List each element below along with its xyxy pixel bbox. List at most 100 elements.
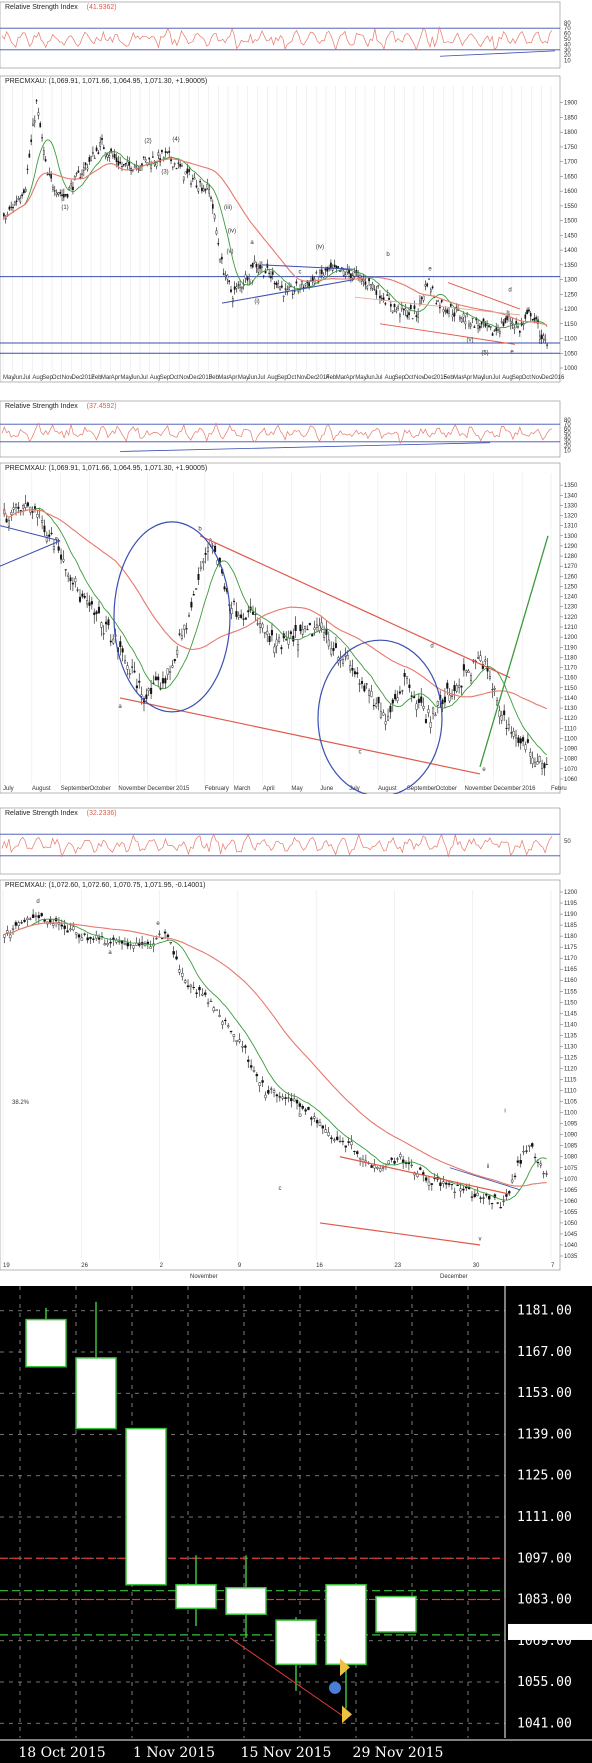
wave-label: a bbox=[118, 704, 122, 710]
candle-body bbox=[401, 690, 404, 692]
candle-body bbox=[502, 322, 505, 326]
rsi-y-tick: 30 bbox=[564, 440, 571, 446]
candle-body bbox=[155, 938, 158, 940]
price-frame bbox=[0, 75, 561, 383]
candle-body bbox=[195, 588, 198, 590]
candle-body bbox=[395, 309, 398, 312]
candle-body bbox=[69, 577, 72, 582]
y-tick-label: 1050 bbox=[564, 351, 578, 357]
candle-body bbox=[443, 696, 446, 703]
candle-body bbox=[410, 1164, 413, 1166]
candle-body bbox=[273, 646, 276, 654]
candle-body bbox=[24, 188, 27, 193]
candle-body bbox=[370, 691, 373, 697]
y-tick-label: 1270 bbox=[564, 564, 578, 570]
candle-body bbox=[446, 682, 449, 689]
candle-body bbox=[250, 264, 252, 267]
rsi-y-tick: 40 bbox=[564, 435, 571, 441]
candle-body bbox=[464, 320, 467, 325]
wave-label: ii bbox=[487, 1164, 490, 1170]
y-tick-label: 1080 bbox=[564, 757, 578, 763]
wave-label: b bbox=[386, 252, 390, 258]
candle-body bbox=[275, 1094, 279, 1097]
y-tick-label: 1135 bbox=[564, 1033, 578, 1039]
candle-body bbox=[17, 198, 20, 200]
candle-body bbox=[109, 640, 112, 643]
x-tick-label: December bbox=[493, 786, 521, 792]
chart-panel-weekly-svg: 1181.00 1167.00 1153.00 1139.00 1125.00 1111.… bbox=[0, 1286, 592, 1763]
candle-body bbox=[359, 275, 361, 278]
candle-body bbox=[333, 264, 336, 267]
candle-body bbox=[204, 992, 207, 995]
last-price-tag bbox=[508, 1623, 592, 1640]
y-tick-label: 1195 bbox=[564, 901, 578, 907]
candle-body bbox=[166, 151, 169, 153]
candle-body bbox=[254, 614, 257, 616]
wave-label: c bbox=[299, 270, 302, 276]
candle-body bbox=[529, 752, 532, 757]
candle-body bbox=[8, 206, 11, 210]
candle-body bbox=[168, 150, 171, 153]
candle-body bbox=[187, 615, 191, 617]
candle-body bbox=[387, 1160, 391, 1165]
candle-body bbox=[166, 668, 169, 675]
x-tick-label: April bbox=[263, 786, 275, 792]
candle-body bbox=[231, 298, 234, 303]
candle-body bbox=[172, 166, 174, 168]
candle-body bbox=[344, 654, 347, 657]
rsi-trendline bbox=[119, 442, 491, 452]
y-tick-label: 1340 bbox=[564, 493, 578, 499]
candle-body bbox=[531, 319, 534, 321]
y-tick-label: 1090 bbox=[564, 747, 578, 753]
candle-body bbox=[221, 256, 223, 260]
x-tick-label: Sep bbox=[512, 375, 523, 381]
candle-body bbox=[460, 318, 463, 323]
candle-body bbox=[241, 1046, 244, 1048]
candle-body bbox=[201, 993, 204, 996]
trend-line bbox=[221, 279, 355, 304]
candle-body bbox=[462, 664, 465, 671]
candle-body bbox=[404, 308, 407, 311]
y-tick-label: 1115 bbox=[564, 1078, 577, 1084]
candle-body bbox=[126, 942, 129, 947]
candle-body bbox=[224, 275, 227, 277]
candle-body bbox=[542, 1173, 545, 1175]
y-tick-label: 1140 bbox=[564, 1022, 578, 1028]
wave-label: a bbox=[250, 240, 254, 246]
candle-body bbox=[40, 913, 43, 917]
candle-body bbox=[10, 512, 13, 515]
x-tick-label: Oct bbox=[52, 375, 62, 381]
candle-body bbox=[512, 731, 515, 737]
candle-body bbox=[327, 1132, 330, 1136]
candle-body bbox=[235, 286, 238, 289]
candle-body bbox=[481, 664, 484, 669]
candle-body bbox=[223, 586, 226, 590]
candle-body bbox=[528, 309, 530, 312]
candle-body bbox=[77, 934, 81, 938]
candle-body bbox=[261, 1080, 264, 1083]
candle-body bbox=[35, 100, 38, 102]
candle-body bbox=[103, 943, 107, 946]
candle-body bbox=[403, 672, 406, 677]
candle-body bbox=[211, 545, 214, 547]
candle-body bbox=[264, 271, 267, 274]
wave-label: e bbox=[428, 267, 432, 273]
candle-body bbox=[334, 643, 337, 648]
candle-body bbox=[192, 987, 195, 989]
candle-body bbox=[235, 1040, 238, 1043]
chart-panel-1-svg: Relative Strength Index (41.9362) 8070605… bbox=[0, 1, 578, 383]
candle-body bbox=[8, 934, 12, 939]
x-tick-label: Oct bbox=[404, 375, 414, 381]
candle-body bbox=[519, 330, 521, 333]
candle-body bbox=[415, 703, 418, 710]
candle-body bbox=[28, 153, 31, 158]
candle-body bbox=[244, 617, 247, 620]
candle-body bbox=[12, 507, 15, 510]
candle-body bbox=[268, 636, 271, 642]
wave-label: b bbox=[298, 1113, 302, 1119]
candle-body bbox=[401, 1159, 405, 1163]
candle-body bbox=[209, 1000, 213, 1002]
candle-body bbox=[86, 937, 89, 941]
candle-body bbox=[528, 1144, 531, 1147]
candle-body bbox=[219, 259, 221, 263]
